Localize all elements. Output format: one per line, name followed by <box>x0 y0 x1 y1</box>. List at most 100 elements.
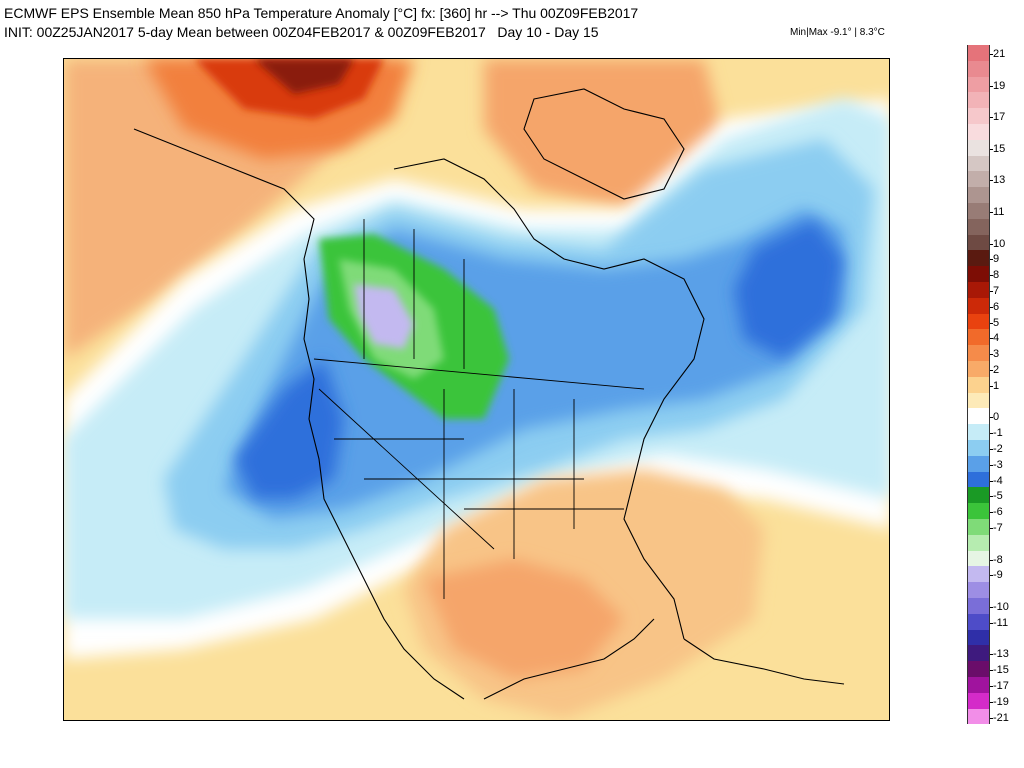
colorbar-label: -2 <box>993 443 1003 455</box>
colorbar-swatch <box>967 171 990 188</box>
colorbar-swatch <box>967 708 990 725</box>
colorbar-tick <box>990 559 993 561</box>
colorbar-label: -1 <box>993 427 1003 440</box>
colorbar-level: 1 <box>967 376 1017 393</box>
colorbar-label: -10 <box>993 601 1009 613</box>
colorbar-swatch <box>967 534 990 551</box>
colorbar-swatch <box>967 692 990 709</box>
colorbar-level: -10 <box>967 598 1017 614</box>
colorbar-swatch <box>967 139 990 156</box>
colorbar-level: -17 <box>967 677 1017 693</box>
colorbar-level: -15 <box>967 661 1017 677</box>
colorbar-tick <box>990 275 993 277</box>
colorbar-level <box>967 155 1017 172</box>
colorbar-swatch <box>967 345 990 361</box>
colorbar-label: 11 <box>993 206 1005 218</box>
colorbar-label: -13 <box>993 648 1009 661</box>
colorbar-level: -19 <box>967 692 1017 709</box>
coastlines <box>133 88 845 700</box>
colorbar-level: -8 <box>967 550 1017 567</box>
colorbar-level: 5 <box>967 313 1017 330</box>
colorbar-level: 4 <box>967 329 1017 346</box>
colorbar-level: -7 <box>967 519 1017 535</box>
colorbar-label: 6 <box>993 300 1000 313</box>
colorbar-level: 13 <box>967 171 1017 188</box>
anomaly-cold-core-peak <box>354 284 414 349</box>
colorbar-tick <box>990 306 993 308</box>
colorbar-tick <box>990 417 993 419</box>
colorbar-label: 21 <box>993 48 1006 60</box>
colorbar-swatch <box>967 582 990 598</box>
colorbar-swatch <box>967 503 990 519</box>
colorbar-level <box>967 629 1017 646</box>
colorbar-level: -2 <box>967 440 1017 456</box>
colorbar-level: -9 <box>967 566 1017 583</box>
colorbar-swatch <box>967 677 990 693</box>
colorbar-swatch <box>967 392 990 409</box>
colorbar-label: -4 <box>993 474 1003 487</box>
colorbar-label: -11 <box>993 616 1009 629</box>
colorbar-label: 5 <box>993 316 1000 329</box>
colorbar-level: 10 <box>967 234 1017 251</box>
colorbar-label: -7 <box>993 522 1003 534</box>
colorbar-swatch <box>967 329 990 346</box>
colorbar-label: -9 <box>993 569 1003 582</box>
colorbar-label: -3 <box>993 458 1003 471</box>
colorbar-tick <box>990 354 993 356</box>
colorbar-tick <box>990 148 993 150</box>
colorbar-tick <box>990 512 993 514</box>
colorbar-level: 7 <box>967 282 1017 298</box>
colorbar-swatch <box>967 124 990 140</box>
colorbar-tick <box>990 701 993 703</box>
colorbar-tick <box>990 117 993 119</box>
colorbar-tick <box>990 212 993 213</box>
colorbar-swatch <box>967 455 990 472</box>
colorbar-swatch <box>967 297 990 314</box>
map-canvas <box>64 59 889 720</box>
colorbar-swatch <box>967 76 990 93</box>
colorbar-label: -15 <box>993 664 1009 677</box>
colorbar-tick <box>990 464 993 466</box>
colorbar-tick <box>990 259 993 261</box>
colorbar-label: 10 <box>993 237 1006 250</box>
anomaly-warm-texas <box>424 559 624 679</box>
colorbar-level: 2 <box>967 361 1017 377</box>
colorbar-level: 3 <box>967 345 1017 361</box>
colorbar-tick <box>990 243 993 245</box>
colorbar-swatch <box>967 203 990 219</box>
colorbar-level: 8 <box>967 266 1017 282</box>
colorbar-label: -5 <box>993 490 1003 503</box>
colorbar-swatch <box>967 155 990 172</box>
colorbar-tick <box>990 370 993 371</box>
colorbar-label: 3 <box>993 348 1000 361</box>
anomaly-cold-atlantic <box>734 219 844 359</box>
colorbar-swatch <box>967 250 990 267</box>
colorbar-swatch <box>967 234 990 251</box>
anomaly-cold-west <box>234 359 344 499</box>
colorbar-level <box>967 218 1017 235</box>
colorbar-level: 0 <box>967 408 1017 425</box>
political-borders <box>313 219 645 599</box>
colorbar-tick <box>990 496 993 498</box>
colorbar-swatch <box>967 487 990 504</box>
colorbar-tick <box>990 180 993 182</box>
colorbar-label: -21 <box>993 711 1009 724</box>
colorbar-tick <box>990 85 993 87</box>
colorbar-level <box>967 187 1017 203</box>
colorbar-tick <box>990 322 993 324</box>
colorbar-level: 17 <box>967 108 1017 124</box>
map-title: ECMWF EPS Ensemble Mean 850 hPa Temperat… <box>4 5 639 21</box>
colorbar-label: -17 <box>993 680 1009 692</box>
colorbar-swatch <box>967 45 990 61</box>
colorbar-level: 11 <box>967 203 1017 219</box>
colorbar-tick <box>990 575 993 577</box>
colorbar-level <box>967 92 1017 109</box>
colorbar-label: -19 <box>993 695 1009 708</box>
colorbar-level: -5 <box>967 487 1017 504</box>
colorbar-tick <box>990 291 993 292</box>
anomaly-hot-center <box>254 59 354 94</box>
colorbar-tick <box>990 54 993 55</box>
colorbar-swatch <box>967 376 990 393</box>
colorbar-label: 8 <box>993 269 1000 282</box>
colorbar-label: 1 <box>993 379 1000 392</box>
